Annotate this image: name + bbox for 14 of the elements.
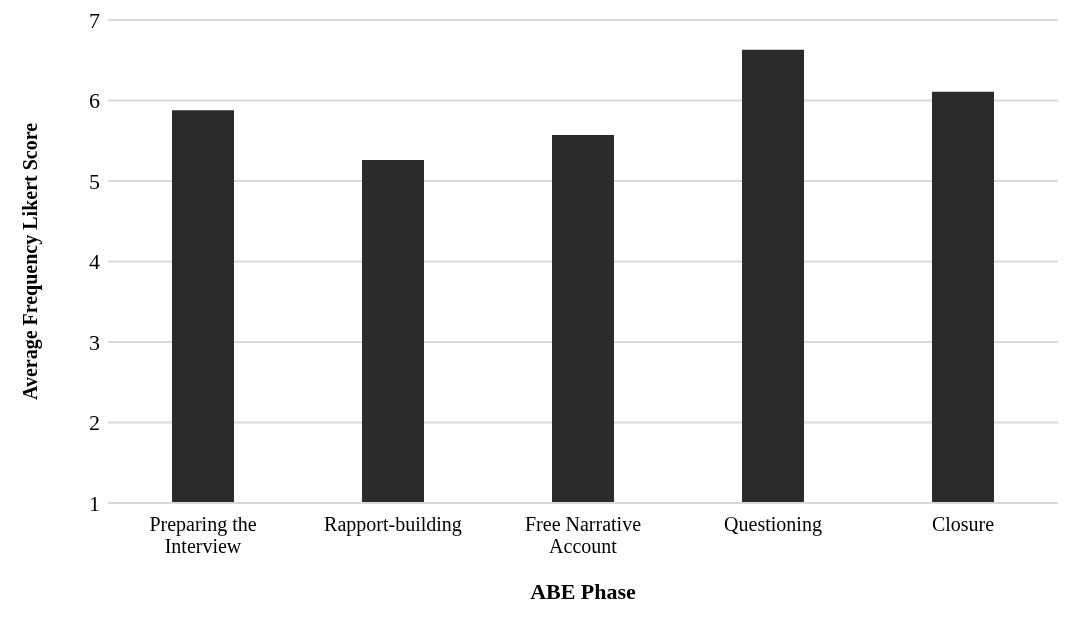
y-tick-label: 5 [89,168,100,194]
y-tick-label: 6 [89,88,100,114]
y-tick-label: 3 [89,329,100,355]
x-tick-label: Rapport-building [324,513,462,536]
x-axis-title: ABE Phase [530,579,637,604]
x-tick-label: Preparing the Interview [149,513,257,557]
x-tick-label: Free Narrative Account [524,513,642,557]
y-tick-label: 2 [89,410,100,436]
y-tick-label: 4 [89,249,100,275]
x-tick-label: Closure [931,513,995,535]
y-tick-label: 1 [89,490,100,516]
y-axis-title: Average Frequency Likert Score [19,122,43,401]
y-tick-label: 7 [89,7,100,33]
x-tick-label: Questioning [724,513,822,536]
